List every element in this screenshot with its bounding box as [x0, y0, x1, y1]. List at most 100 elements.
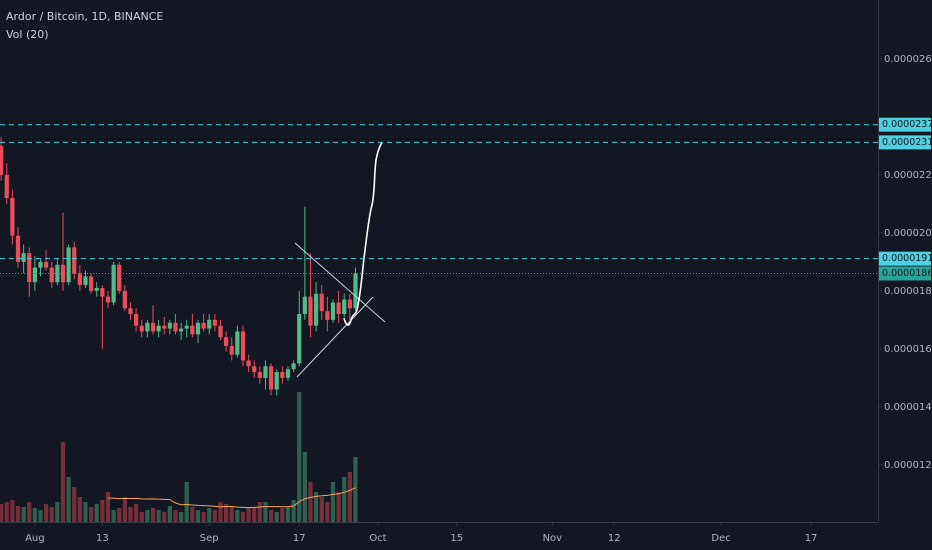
volume-bar	[55, 502, 60, 522]
volume-bar	[313, 492, 319, 522]
candle-body	[156, 325, 161, 332]
volume-bar	[347, 472, 352, 522]
candle-body	[10, 198, 15, 236]
x-tick-label: 15	[450, 533, 463, 544]
candle-body	[66, 247, 71, 283]
volume-ma	[107, 487, 356, 509]
volume-bar	[167, 506, 172, 522]
candle-body	[162, 325, 167, 329]
x-tick-label: Nov	[543, 533, 563, 544]
candle-body	[313, 293, 319, 326]
volume-bar	[263, 502, 268, 522]
volume-bar	[105, 492, 111, 522]
volume-bar	[297, 392, 302, 522]
candle-body	[27, 253, 32, 283]
volume-bar	[44, 504, 49, 522]
volume-bar	[83, 502, 88, 522]
candle-body	[229, 345, 234, 355]
volume-bar	[49, 507, 54, 522]
volume-bar	[212, 510, 217, 522]
volume-bar	[353, 457, 358, 522]
candle-body	[342, 299, 347, 315]
candle-body	[218, 325, 223, 338]
candle-body	[285, 369, 291, 378]
candle-body	[83, 276, 88, 286]
candle-body	[207, 319, 212, 329]
price-label-box	[879, 266, 931, 281]
candle-body	[94, 287, 99, 291]
candle-body	[190, 325, 195, 335]
candle-body	[167, 322, 172, 329]
volume-bar	[66, 477, 71, 522]
volume-bar	[179, 512, 184, 522]
volume-bar	[4, 502, 9, 522]
candle-body	[44, 261, 49, 268]
candle-body	[89, 276, 94, 291]
volume-bar	[201, 512, 206, 522]
x-tick-label: 17	[805, 533, 818, 544]
volume-bar	[139, 512, 144, 522]
y-tick-label: 0.00002200	[884, 170, 932, 181]
y-tick-label: 0.00001800	[884, 286, 932, 297]
candle-body	[246, 360, 251, 367]
volume-bar	[235, 510, 240, 522]
volume-bar	[60, 442, 66, 522]
volume-bar	[10, 500, 15, 522]
volume-bar	[268, 510, 274, 522]
candle-body	[15, 235, 21, 262]
candle-body	[257, 372, 262, 378]
price-label: 0.00001860	[882, 268, 932, 279]
trend-line	[296, 296, 374, 378]
price-label-box	[879, 251, 931, 266]
volume-bar	[122, 497, 127, 522]
candle-body	[302, 296, 307, 315]
volume-bar	[94, 504, 99, 522]
volume-bar	[308, 482, 313, 522]
volume-bar	[274, 512, 279, 522]
y-tick-label: 0.00002000	[884, 228, 932, 239]
candle-body	[325, 311, 330, 320]
volume-bar	[184, 482, 189, 522]
volume-bar	[330, 482, 336, 522]
candle-body	[32, 267, 37, 283]
candle-body	[145, 322, 150, 332]
x-tick-label: Sep	[200, 533, 219, 544]
candle-body	[49, 267, 54, 283]
candle-body	[0, 145, 4, 175]
candle-body	[274, 372, 279, 390]
volume-bar	[134, 504, 139, 522]
volume-bar	[145, 510, 150, 522]
drawn-path	[343, 141, 383, 326]
volume-bar	[285, 507, 291, 522]
x-tick-label: Dec	[711, 533, 730, 544]
volume-bar	[111, 510, 116, 522]
volume-bar	[89, 507, 94, 522]
candle-body	[308, 296, 313, 326]
candle-body	[291, 363, 296, 370]
x-tick-label: 13	[96, 533, 109, 544]
volume-bar	[240, 512, 246, 522]
x-tick-label: Oct	[369, 533, 386, 544]
indicator-label: Vol (20)	[6, 28, 49, 41]
x-tick-label: 17	[293, 533, 306, 544]
candle-body	[353, 273, 358, 309]
chart-title: Ardor / Bitcoin, 1D, BINANCE	[6, 10, 163, 23]
price-label-box	[879, 117, 931, 132]
volume-bar	[117, 508, 122, 522]
candle-body	[268, 366, 274, 390]
volume-bar	[156, 510, 161, 522]
candle-body	[122, 290, 127, 309]
price-label: 0.00001911	[882, 253, 932, 264]
candle-body	[38, 261, 43, 268]
candle-body	[60, 264, 66, 283]
volume-bar	[21, 507, 26, 522]
price-label: 0.00002312	[882, 137, 932, 148]
candle-body	[139, 325, 144, 332]
volume-bar	[223, 504, 229, 522]
candle-body	[195, 322, 201, 335]
volume-bar	[195, 510, 201, 522]
candle-body	[173, 322, 178, 332]
volume-bar	[207, 508, 212, 522]
